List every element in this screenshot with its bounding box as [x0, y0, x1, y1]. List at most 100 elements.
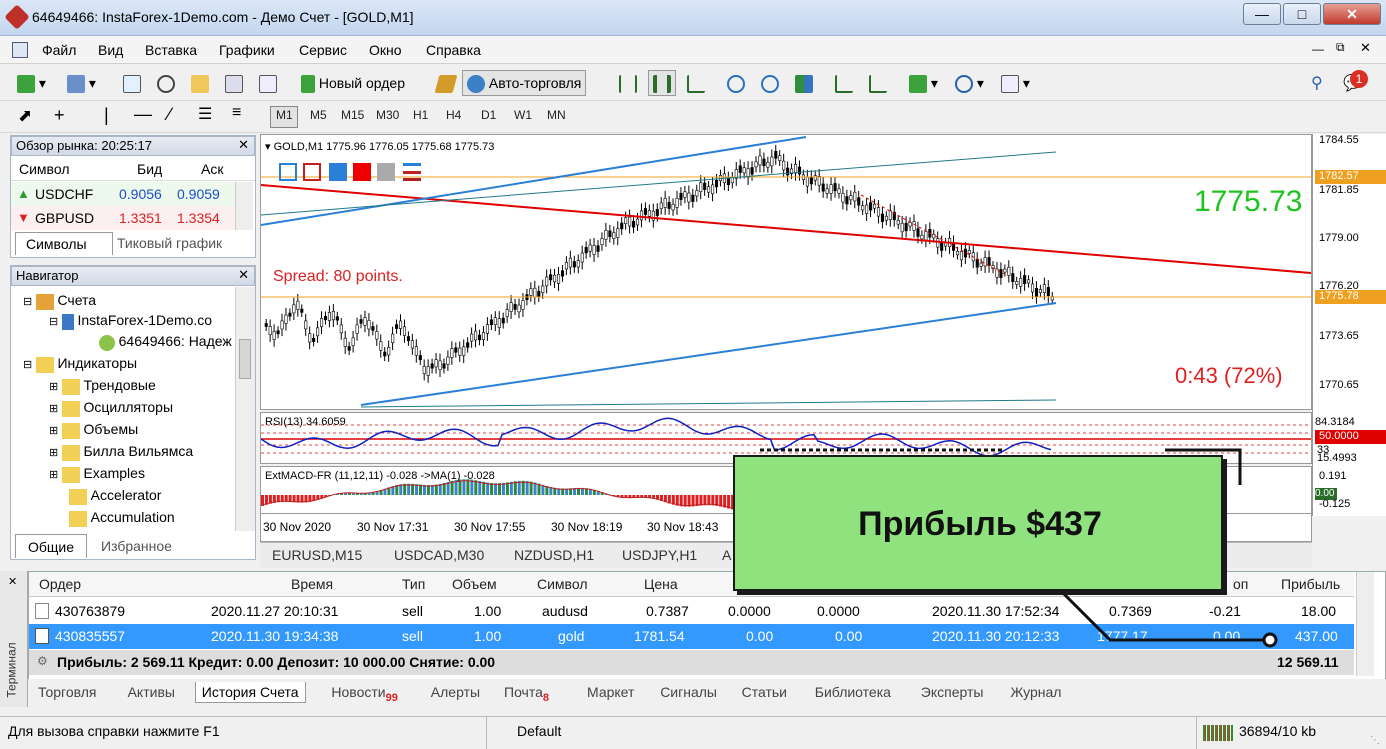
fibonacci-tool[interactable]: ≡ [232, 104, 241, 122]
resize-grip-icon[interactable]: ⋱ [1370, 735, 1380, 746]
tree-node-accounts[interactable]: ⊟ Счета [23, 292, 96, 310]
tab-favorites[interactable]: Избранное [101, 538, 172, 554]
metaeditor-button[interactable] [432, 70, 460, 96]
menu-file[interactable]: Файл [42, 42, 76, 58]
tree-node-account[interactable]: 64649466: Надеж [99, 333, 232, 351]
col-time[interactable]: Время [291, 576, 333, 592]
tab-terminal-6[interactable]: Маркет [581, 682, 640, 702]
col-profit[interactable]: Прибыль [1281, 576, 1340, 592]
col-order[interactable]: Ордер [39, 576, 81, 592]
line-style-icon[interactable] [403, 171, 421, 174]
tab-tick-chart[interactable]: Тиковый график [117, 235, 222, 251]
col-price[interactable]: Цена [644, 576, 678, 592]
tab-terminal-1[interactable]: Активы [122, 682, 181, 702]
chart-tab[interactable]: USDJPY,H1 [622, 547, 697, 563]
chart-shift-button[interactable] [864, 70, 892, 96]
tab-terminal-4[interactable]: Алерты [425, 682, 486, 702]
tf-m30[interactable]: M30 [376, 108, 399, 122]
tree-node-accumulation[interactable]: Accumulation [69, 509, 175, 527]
tab-common[interactable]: Общие [15, 534, 87, 558]
template-square-icon[interactable] [329, 163, 347, 181]
templates-button[interactable]: ▾ [996, 70, 1035, 96]
chart-tab[interactable]: A [722, 547, 731, 563]
tree-node-bill-williams[interactable]: ⊞ Билла Вильямса [49, 443, 193, 461]
tree-node-server[interactable]: ⊟ InstaForex-1Demo.co [49, 312, 212, 330]
tree-node-trend[interactable]: ⊞ Трендовые [49, 377, 156, 395]
navigator-scrollbar[interactable] [235, 287, 255, 531]
tile-windows-button[interactable] [790, 70, 818, 96]
indicators-button[interactable]: ▾ [904, 70, 943, 96]
maximize-button[interactable]: □ [1283, 3, 1321, 25]
minimize-button[interactable]: — [1243, 3, 1281, 25]
menu-charts[interactable]: Графики [219, 42, 275, 58]
auto-scroll-button[interactable] [830, 70, 858, 96]
terminal-close-icon[interactable]: ✕ [8, 575, 17, 588]
menu-tools[interactable]: Сервис [299, 42, 347, 58]
table-row-selected[interactable]: 430835557 2020.11.30 19:34:38 sell 1.00 … [29, 624, 1354, 649]
price-chart[interactable]: ▾ GOLD,M1 1775.96 1776.05 1775.68 1775.7… [260, 134, 1312, 410]
bar-chart-button[interactable] [614, 70, 642, 96]
tester-button[interactable] [254, 70, 282, 96]
market-watch-close-icon[interactable]: ✕ [238, 137, 249, 153]
chart-tab[interactable]: EURUSD,M15 [272, 547, 362, 563]
price-axis[interactable]: 1784.55 1782.57 1781.85 1779.00 1776.20 … [1312, 134, 1386, 516]
tree-node-volumes[interactable]: ⊞ Объемы [49, 421, 138, 439]
new-chart-button[interactable]: ▾ [12, 70, 51, 96]
col-swap[interactable]: оп [1233, 576, 1248, 592]
menu-insert[interactable]: Вставка [145, 42, 197, 58]
tab-terminal-2[interactable]: История Счета [195, 682, 306, 703]
terminal-button[interactable] [220, 70, 248, 96]
template-square-icon[interactable] [279, 163, 297, 181]
tab-terminal-7[interactable]: Сигналы [654, 682, 723, 702]
crosshair-move-button[interactable] [152, 70, 180, 96]
table-row[interactable]: 430763879 2020.11.27 20:10:31 sell 1.00 … [29, 599, 1354, 624]
child-minimize-button[interactable]: — [1312, 42, 1324, 56]
profiles-button[interactable]: ▾ [62, 70, 101, 96]
menu-window[interactable]: Окно [369, 42, 402, 58]
menu-help[interactable]: Справка [426, 42, 481, 58]
col-symbol[interactable]: Символ [537, 576, 587, 592]
search-button[interactable]: ⚲ [1306, 70, 1328, 96]
child-restore-button[interactable]: ⧉ [1336, 40, 1345, 55]
tab-terminal-8[interactable]: Статьи [736, 682, 793, 702]
tab-terminal-0[interactable]: Торговля [32, 682, 102, 702]
line-style-icon[interactable] [403, 163, 421, 166]
chart-tab[interactable]: USDCAD,M30 [394, 547, 484, 563]
col-symbol[interactable]: Символ [19, 161, 69, 177]
tf-h4[interactable]: H4 [446, 108, 461, 122]
zoom-in-button[interactable] [722, 70, 750, 96]
close-button[interactable]: ✕ [1323, 3, 1381, 25]
col-bid[interactable]: Бид [137, 161, 162, 177]
tree-node-accelerator[interactable]: Accelerator [69, 487, 161, 505]
menu-view[interactable]: Вид [98, 42, 123, 58]
market-row[interactable]: ▼ GBPUSD 1.3351 1.3354 [11, 206, 235, 230]
vertical-line-tool[interactable]: | [104, 105, 109, 126]
new-order-button[interactable]: Новый ордер [296, 70, 410, 96]
template-square-icon[interactable] [353, 163, 371, 181]
chart-tab[interactable]: NZDUSD,H1 [514, 547, 594, 563]
tf-d1[interactable]: D1 [481, 108, 496, 122]
tab-terminal-9[interactable]: Библиотека [809, 682, 897, 702]
terminal-scrollbar[interactable] [1356, 572, 1374, 676]
child-close-button[interactable]: ✕ [1360, 40, 1371, 56]
chart-menu-icon[interactable]: ▾ [265, 141, 271, 153]
zoom-out-button[interactable] [756, 70, 784, 96]
template-square-icon[interactable] [377, 163, 395, 181]
tf-m5[interactable]: M5 [310, 108, 327, 122]
market-scrollbar[interactable] [235, 182, 253, 230]
line-chart-button[interactable] [682, 70, 710, 96]
equidistant-channel-tool[interactable]: ☰ [198, 104, 212, 124]
tf-h1[interactable]: H1 [413, 108, 428, 122]
tree-node-indicators[interactable]: ⊟ Индикаторы [23, 355, 137, 373]
periods-button[interactable]: ▾ [950, 70, 989, 96]
cursor-tool[interactable]: ⬈ [18, 106, 32, 126]
tab-terminal-10[interactable]: Эксперты [915, 682, 990, 702]
market-watch-button[interactable] [118, 70, 146, 96]
navigator-close-icon[interactable]: ✕ [238, 267, 249, 283]
market-row[interactable]: ▲ USDCHF 0.9056 0.9059 [11, 182, 235, 206]
navigator-button[interactable] [186, 70, 214, 96]
trendline-tool[interactable]: ∕ [168, 104, 171, 125]
tree-node-examples[interactable]: ⊞ Examples [49, 465, 145, 483]
tab-terminal-3[interactable]: Новости99 [325, 682, 403, 706]
horizontal-line-tool[interactable]: — [134, 104, 152, 125]
